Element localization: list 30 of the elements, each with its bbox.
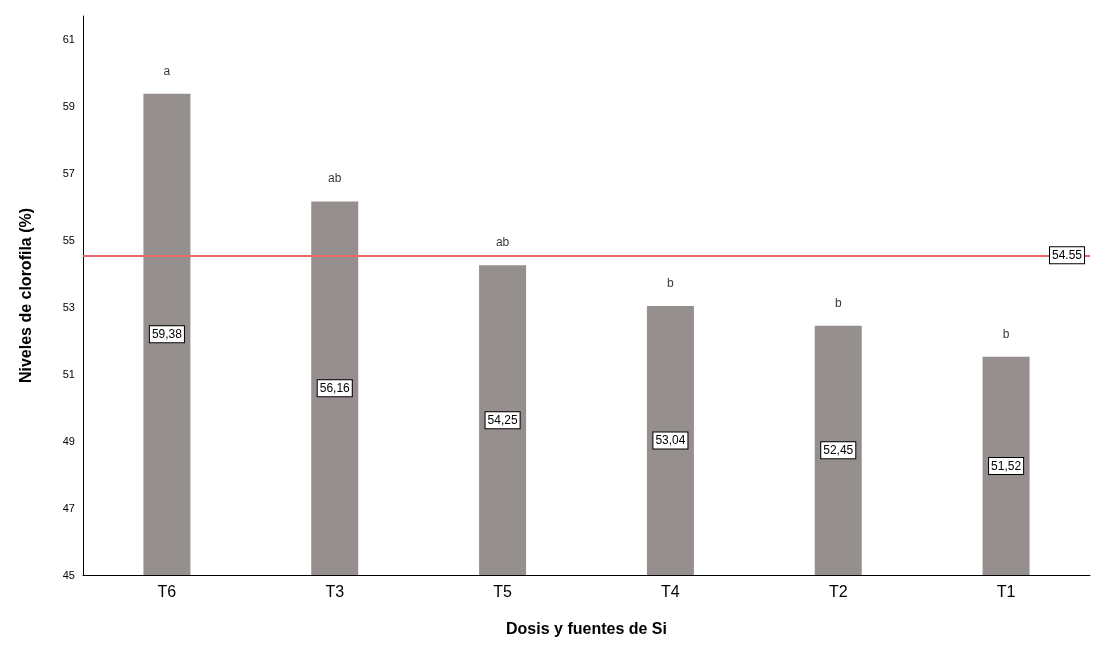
annotation: a: [163, 63, 171, 78]
annotation: b: [834, 295, 842, 310]
y-tick-label: 61: [62, 33, 75, 46]
annotation: ab: [328, 171, 342, 186]
y-tick-label: 59: [62, 100, 75, 113]
y-tick-label: 45: [62, 569, 75, 581]
data-label: 53,04: [655, 433, 686, 448]
annotation: b: [1002, 326, 1010, 341]
data-label: 54,25: [487, 413, 518, 428]
ref-line-label: 54.55: [1052, 248, 1083, 263]
annotation: b: [667, 275, 675, 290]
x-tick-label: T3: [325, 582, 345, 600]
data-label: 59,38: [151, 327, 183, 342]
y-tick-label: 53: [62, 301, 75, 314]
annotation: ab: [495, 235, 510, 250]
x-axis-title: Dosis y fuentes de Si: [506, 619, 667, 637]
y-tick-label: 49: [62, 435, 75, 448]
data-label: 52,45: [823, 443, 854, 458]
x-tick-label: T5: [493, 582, 513, 600]
y-tick-label: 47: [62, 502, 75, 515]
y-axis-title: Niveles de clorofila (%): [16, 207, 34, 384]
data-label: 51,52: [991, 458, 1022, 473]
x-tick-label: T1: [996, 582, 1016, 600]
x-tick-label: T2: [828, 582, 848, 600]
y-tick-label: 51: [62, 368, 75, 381]
x-tick-label: T6: [157, 582, 177, 600]
y-tick-label: 57: [62, 167, 75, 180]
x-tick-label: T4: [661, 582, 680, 600]
y-tick-label: 55: [62, 234, 75, 247]
data-label: 56,16: [319, 381, 351, 396]
